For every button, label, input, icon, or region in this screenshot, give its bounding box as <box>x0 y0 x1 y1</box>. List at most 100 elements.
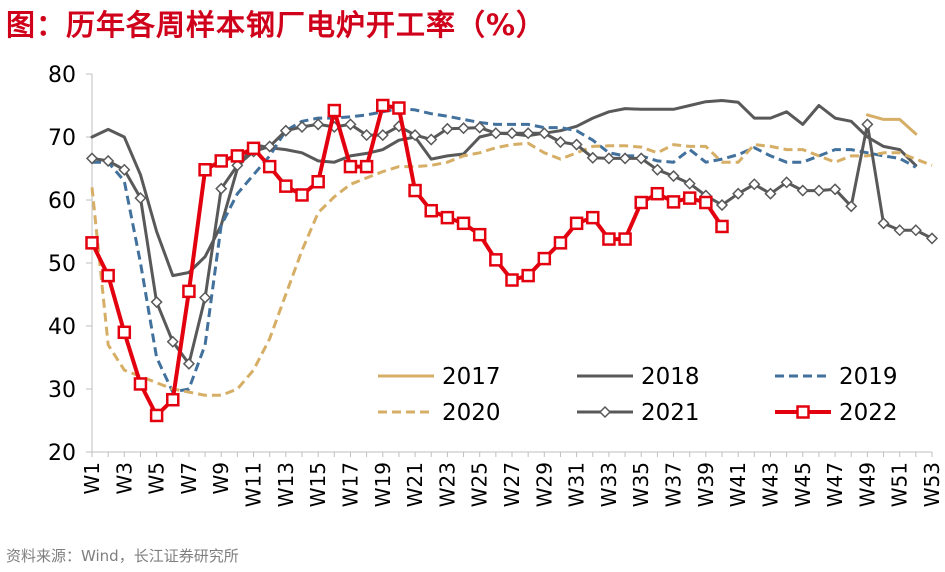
x-tick-label: W19 <box>371 462 395 507</box>
x-tick-label: W7 <box>177 462 201 495</box>
data-point-2022 <box>472 227 487 242</box>
data-point-2021 <box>780 176 793 189</box>
data-point-2021 <box>732 187 745 200</box>
data-point-2022 <box>505 273 519 287</box>
data-point-2021 <box>441 122 454 135</box>
x-tick-label: W45 <box>791 462 815 507</box>
data-point-2021 <box>425 133 438 146</box>
data-point-2022 <box>586 210 600 225</box>
data-point-2021 <box>909 224 922 237</box>
y-tick-label: 70 <box>48 126 76 151</box>
data-point-2021 <box>893 224 906 237</box>
data-point-2022 <box>214 154 228 168</box>
x-tick-label: W1 <box>80 462 104 495</box>
data-point-2022 <box>699 195 713 210</box>
data-point-2021 <box>457 122 470 135</box>
data-point-2021 <box>215 182 228 195</box>
data-point-2021 <box>570 138 583 151</box>
data-point-2021 <box>925 232 939 245</box>
legend-item-2018: 2018 <box>577 364 700 390</box>
y-tick-label: 40 <box>48 315 76 340</box>
x-tick-label: W9 <box>209 462 233 495</box>
data-point-2021 <box>85 152 99 165</box>
data-point-2022 <box>408 183 422 198</box>
x-tick-label: W29 <box>532 462 556 507</box>
data-point-2022 <box>618 232 632 246</box>
data-point-2022 <box>376 98 390 113</box>
data-point-2021 <box>505 127 519 140</box>
data-point-2022 <box>553 236 568 250</box>
x-tick-label: W39 <box>694 462 718 507</box>
data-point-2021 <box>812 184 825 197</box>
legend-marker-2021 <box>598 405 612 419</box>
data-point-2022 <box>456 216 471 231</box>
data-point-2021 <box>409 129 422 142</box>
data-point-2021 <box>118 163 131 176</box>
data-point-2021 <box>877 217 890 230</box>
data-point-2022 <box>246 141 261 156</box>
data-point-2021 <box>635 152 648 165</box>
legend-item-2017: 2017 <box>378 364 501 390</box>
x-tick-label: W23 <box>435 462 459 507</box>
series-line-2018 <box>90 99 918 278</box>
y-tick-label: 30 <box>48 378 76 403</box>
data-point-2022 <box>537 251 552 266</box>
data-point-2022 <box>343 159 358 174</box>
data-point-2021 <box>861 118 874 131</box>
legend-item-2020: 2020 <box>378 400 501 426</box>
data-point-2021 <box>667 169 680 183</box>
data-point-2022 <box>392 101 406 115</box>
legend-label-2018: 2018 <box>641 364 700 390</box>
legend-label-2019: 2019 <box>839 364 898 390</box>
x-tick-label: W41 <box>726 462 750 507</box>
data-point-2022 <box>230 149 245 163</box>
data-point-2021 <box>199 291 212 304</box>
data-point-2022 <box>166 392 180 407</box>
data-point-2022 <box>262 159 277 174</box>
data-point-2022 <box>602 232 616 246</box>
y-tick-label: 20 <box>48 441 76 466</box>
data-point-2021 <box>473 121 486 134</box>
data-point-2021 <box>554 135 567 149</box>
x-tick-label: W21 <box>403 462 427 507</box>
x-tick-label: W43 <box>758 462 782 507</box>
x-tick-label: W47 <box>823 462 847 507</box>
chart-axes: 20 30 40 50 60 70 80 W1 W3 W5 W7 W9 W11 W13 W15 W17 W19 W… <box>48 63 944 507</box>
x-tick-label: W33 <box>597 462 621 507</box>
legend-item-2019: 2019 <box>775 364 898 390</box>
data-point-2022 <box>182 284 196 299</box>
series-2018 <box>90 99 918 278</box>
legend-label-2017: 2017 <box>442 364 501 390</box>
data-point-2022 <box>295 188 309 202</box>
data-point-2022 <box>650 186 665 201</box>
series-line-2017 <box>865 113 918 136</box>
x-tick-label: W13 <box>274 462 298 507</box>
x-tick-label: W17 <box>338 462 362 507</box>
x-tick-label: W53 <box>920 462 944 507</box>
data-point-2022 <box>569 216 584 231</box>
data-point-2021 <box>344 118 357 131</box>
series-line-2019 <box>92 107 917 394</box>
x-tick-label: W15 <box>306 462 330 507</box>
data-point-2022 <box>311 174 325 189</box>
data-point-2021 <box>796 184 809 197</box>
x-tick-label: W51 <box>888 462 912 507</box>
x-tick-label: W49 <box>855 462 879 507</box>
chart-series <box>85 98 939 423</box>
data-point-2021 <box>376 129 389 142</box>
data-point-2021 <box>263 140 276 153</box>
data-point-2021 <box>295 120 309 133</box>
legend-item-2021: 2021 <box>577 400 700 426</box>
legend-label-2021: 2021 <box>641 400 700 426</box>
series-2020 <box>90 141 933 397</box>
data-point-2021 <box>489 127 502 140</box>
data-point-2022 <box>85 236 99 250</box>
y-tick-label: 60 <box>48 189 76 214</box>
data-point-2022 <box>133 377 148 391</box>
data-point-2021 <box>619 152 632 165</box>
x-tick-label: W3 <box>112 462 136 495</box>
data-point-2022 <box>489 253 503 267</box>
series-2019 <box>92 107 917 394</box>
data-point-2022 <box>279 179 293 193</box>
